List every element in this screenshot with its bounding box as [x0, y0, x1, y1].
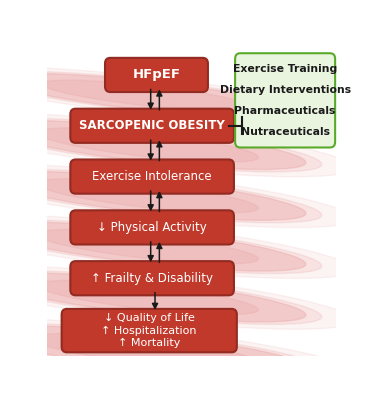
Ellipse shape	[0, 266, 353, 329]
FancyBboxPatch shape	[70, 210, 234, 244]
Ellipse shape	[0, 71, 314, 120]
FancyBboxPatch shape	[70, 261, 234, 295]
Ellipse shape	[0, 326, 313, 377]
Ellipse shape	[0, 113, 353, 177]
Text: Exercise Training: Exercise Training	[233, 64, 337, 74]
Ellipse shape	[32, 334, 263, 369]
FancyBboxPatch shape	[62, 309, 237, 352]
Ellipse shape	[37, 230, 258, 264]
Ellipse shape	[0, 67, 344, 125]
Ellipse shape	[0, 273, 306, 322]
Ellipse shape	[0, 318, 363, 384]
FancyBboxPatch shape	[70, 160, 234, 194]
Text: Pharmaceuticals: Pharmaceuticals	[234, 106, 336, 116]
Ellipse shape	[0, 118, 322, 172]
Ellipse shape	[0, 74, 299, 118]
Text: ↓ Quality of Life
↑ Hospitalization
↑ Mortality: ↓ Quality of Life ↑ Hospitalization ↑ Mo…	[101, 313, 197, 348]
FancyBboxPatch shape	[235, 53, 335, 148]
Text: Dietary Interventions: Dietary Interventions	[220, 85, 351, 95]
FancyBboxPatch shape	[70, 109, 234, 143]
Ellipse shape	[37, 128, 258, 162]
Ellipse shape	[0, 270, 322, 324]
Text: ↓ Physical Activity: ↓ Physical Activity	[97, 221, 207, 234]
Ellipse shape	[0, 171, 306, 220]
Ellipse shape	[37, 179, 258, 213]
Ellipse shape	[0, 164, 353, 228]
Ellipse shape	[0, 169, 322, 223]
Ellipse shape	[0, 323, 330, 380]
FancyBboxPatch shape	[105, 58, 208, 92]
Ellipse shape	[42, 80, 254, 111]
Text: Exercise Intolerance: Exercise Intolerance	[93, 170, 212, 183]
Ellipse shape	[0, 222, 306, 271]
Ellipse shape	[0, 220, 322, 274]
Text: SARCOPENIC OBESITY: SARCOPENIC OBESITY	[79, 119, 225, 132]
Ellipse shape	[0, 215, 353, 278]
Ellipse shape	[37, 280, 258, 314]
Text: Nutraceuticals: Nutraceuticals	[241, 126, 330, 136]
Text: ↑ Frailty & Disability: ↑ Frailty & Disability	[91, 272, 213, 285]
Ellipse shape	[0, 120, 306, 170]
Text: HFpEF: HFpEF	[132, 68, 181, 82]
